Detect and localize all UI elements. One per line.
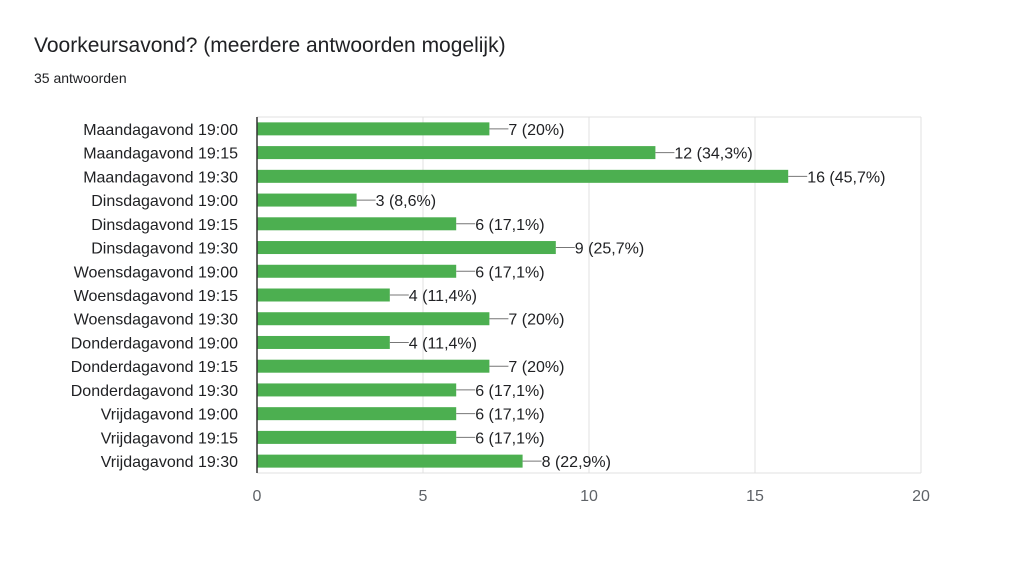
category-label: Donderdagavond 19:15 [71,359,238,376]
bar [257,288,390,302]
data-label: 9 (25,7%) [575,241,644,258]
data-label: 6 (17,1%) [475,430,544,447]
category-label: Woensdagavond 19:00 [74,264,238,281]
category-label: Donderdagavond 19:00 [71,335,238,352]
data-label: 16 (45,7%) [807,169,885,186]
bar [257,383,457,397]
x-tick-label: 10 [580,488,598,505]
bar [257,193,357,207]
bar [257,264,457,278]
bar [257,335,390,349]
category-label: Vrijdagavond 19:00 [101,407,238,424]
category-label: Woensdagavond 19:30 [74,312,238,329]
bar [257,407,457,421]
x-tick-label: 20 [912,488,930,505]
data-label: 12 (34,3%) [674,146,752,163]
data-label: 6 (17,1%) [475,407,544,424]
data-label: 6 (17,1%) [475,383,544,400]
data-label: 4 (11,4%) [409,288,477,305]
x-tick-label: 0 [253,488,262,505]
x-tick-label: 15 [746,488,764,505]
chart-title: Voorkeursavond? (meerdere antwoorden mog… [34,34,506,57]
data-label: 4 (11,4%) [409,335,477,352]
category-label: Woensdagavond 19:15 [74,288,238,305]
category-label: Donderdagavond 19:30 [71,383,238,400]
bar [257,122,490,136]
bar [257,359,490,373]
data-label: 6 (17,1%) [475,264,544,281]
bar [257,454,523,468]
data-label: 6 (17,1%) [475,217,544,234]
data-label: 7 (20%) [508,122,564,139]
bar [257,430,457,444]
category-label: Dinsdagavond 19:30 [91,241,238,258]
category-label: Maandagavond 19:00 [83,122,238,139]
bar [257,169,789,183]
category-label: Vrijdagavond 19:30 [101,454,238,471]
bar [257,312,490,326]
category-label: Vrijdagavond 19:15 [101,430,238,447]
category-label: Dinsdagavond 19:15 [91,217,238,234]
category-label: Dinsdagavond 19:00 [91,193,238,210]
response-count: 35 antwoorden [34,70,127,86]
bar [257,146,656,160]
bar [257,217,457,231]
data-label: 7 (20%) [508,359,564,376]
category-label: Maandagavond 19:30 [83,169,238,186]
category-label: Maandagavond 19:15 [83,146,238,163]
data-label: 7 (20%) [508,312,564,329]
bar [257,241,556,255]
data-label: 3 (8,6%) [376,193,436,210]
x-tick-label: 5 [419,488,428,505]
data-label: 8 (22,9%) [542,454,611,471]
